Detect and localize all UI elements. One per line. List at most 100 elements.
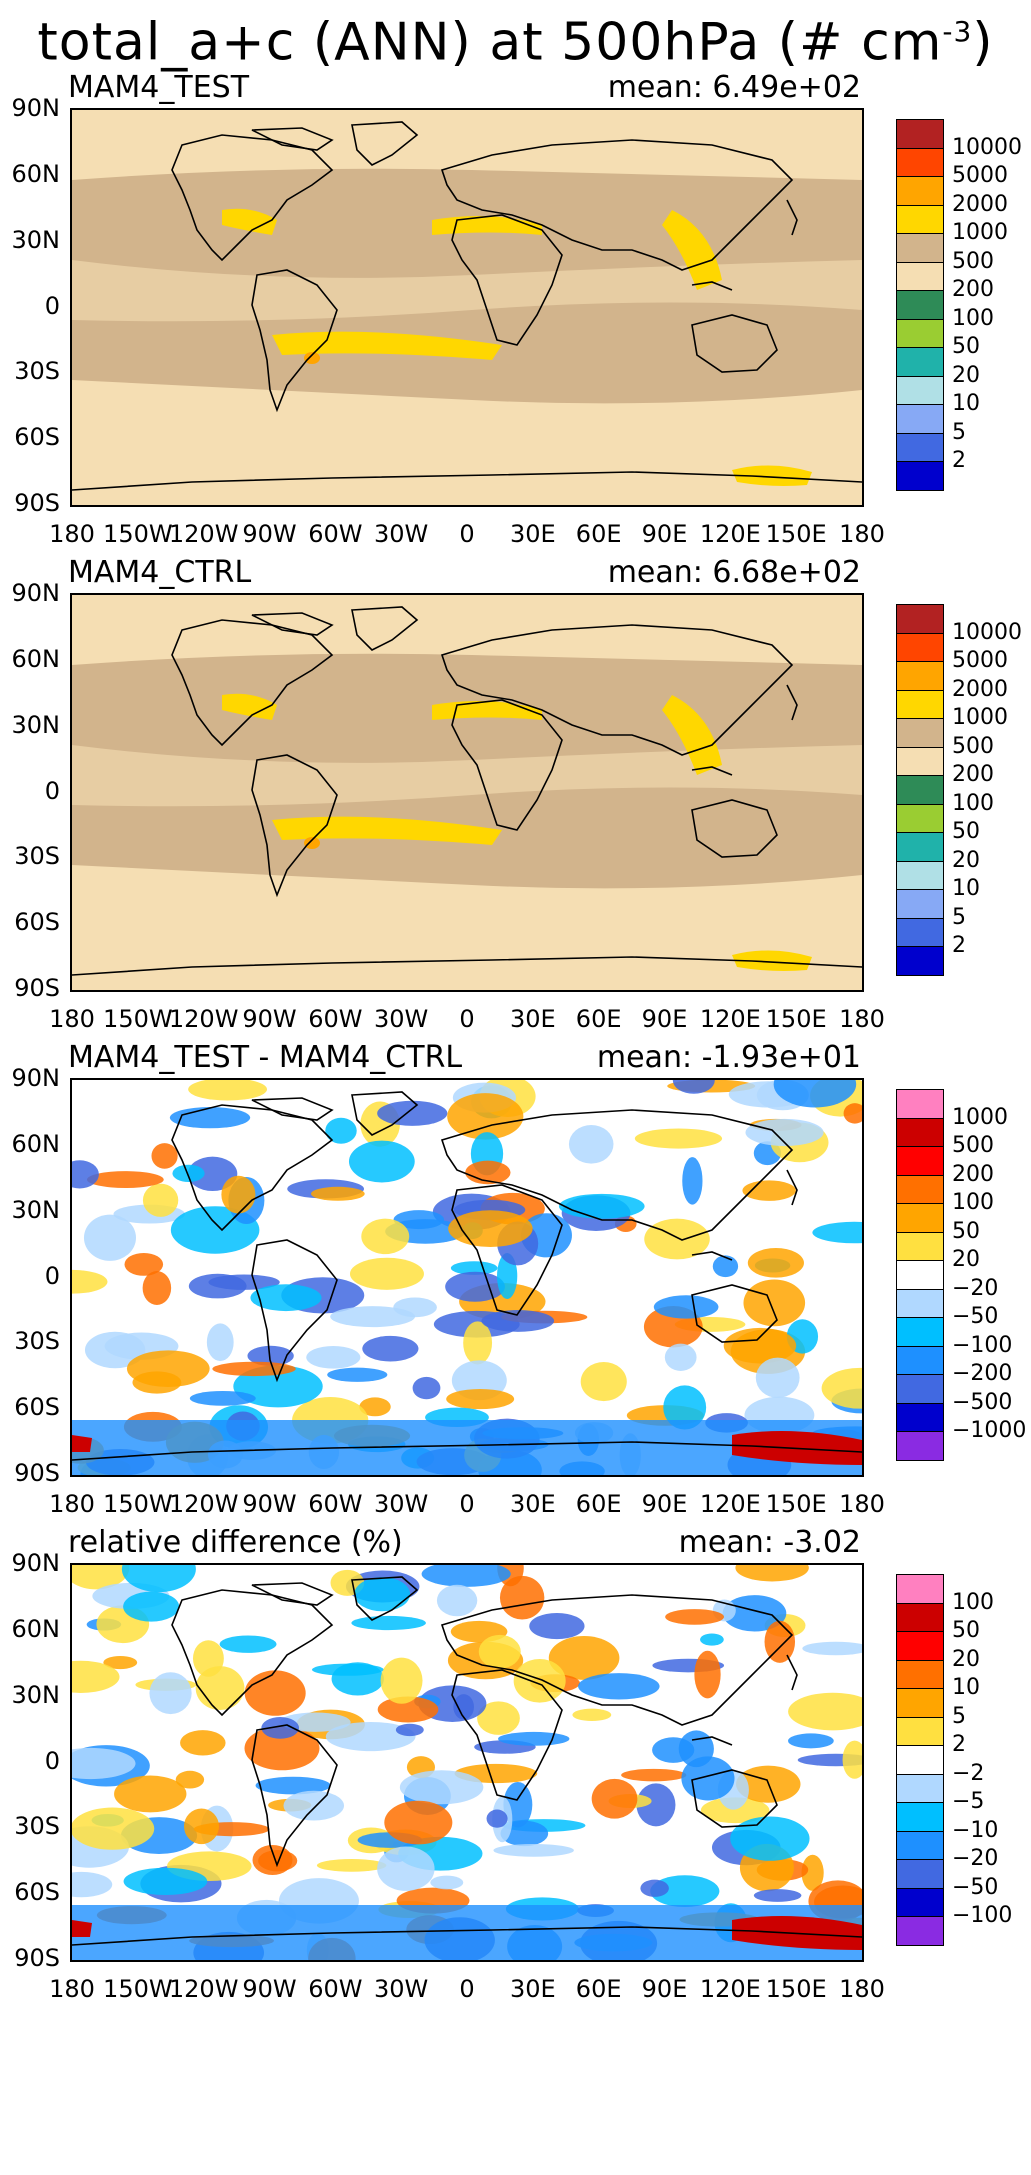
colorbar-swatch [896,404,944,434]
panel-mean: mean: -1.93e+01 [596,1040,861,1075]
colorbar-label: 1000 [952,705,1008,730]
colorbar-swatch [896,832,944,862]
map-field [72,1565,862,1960]
colorbar-label: 10000 [952,134,1022,160]
colorbar-label: 100 [952,1190,994,1215]
lon-tick-label: 60W [308,1490,363,1518]
lon-tick-label: 180 [49,1490,95,1518]
lat-tick-label: 0 [44,1261,60,1290]
colorbar-label: −2 [952,1760,985,1786]
lat-tick-label: 90N [11,94,61,122]
colorbar-swatch [896,1288,944,1318]
map-panel: MAM4_TEST mean: 6.49e+02 90N 60N 30N 0 30S 60S 9… [0,70,1031,600]
colorbar-swatch [896,1745,944,1775]
colorbar-swatch [896,432,944,462]
colorbar-label: 20 [952,362,980,388]
lon-tick-label: 120W [168,1005,239,1033]
colorbar-label: 10 [952,391,980,416]
colorbar-label: 200 [952,762,994,787]
colorbar-swatch [896,917,944,947]
colorbar-swatch [896,261,944,291]
colorbar-label: 2 [952,1732,966,1757]
lon-tick-label: 60E [575,1005,622,1033]
lon-tick-label: 180 [49,520,95,548]
lon-tick-label: 60W [308,1005,363,1033]
colorbar-label: 1000 [952,1104,1008,1130]
colorbar-swatch [896,718,944,748]
map-field [72,110,862,505]
lat-tick-label: 30N [11,1680,61,1709]
lon-tick-label: 30W [374,520,429,548]
lon-tick-label: 180 [839,1005,885,1033]
colorbar-label: 5 [952,1703,966,1729]
colorbar-label: 5000 [952,648,1008,673]
colorbar-swatch [896,1089,944,1119]
lon-tick-label: 150E [765,1490,827,1518]
lon-tick-label: 90W [242,1490,297,1518]
colorbar-label: 500 [952,248,994,274]
colorbar-swatch [896,746,944,776]
lon-tick-label: 30W [374,1975,429,2003]
colorbar-label: −50 [952,1304,999,1329]
lon-tick-label: 120E [699,520,761,548]
colorbar-swatch [896,119,944,149]
colorbar-swatch [896,1631,944,1661]
colorbar-label: −100 [952,1903,1013,1928]
colorbar-label: 100 [952,1589,994,1615]
lon-tick-label: 150E [765,1975,827,2003]
colorbar-swatch [896,1402,944,1432]
colorbar-label: 500 [952,1133,994,1158]
lon-tick-label: 30E [509,520,556,548]
map-panel: relative difference (%) mean: -3.02 90N 60N… [0,1525,1031,2055]
lon-tick-label: 90E [641,520,688,548]
colorbar-label: 200 [952,277,994,302]
colorbar-swatch [896,1203,944,1233]
lat-tick-label: 0 [44,291,60,320]
colorbar-swatch [896,176,944,206]
colorbar-label: 100 [952,790,994,816]
colorbar-swatch [896,946,944,976]
lon-tick-label: 90W [242,1975,297,2003]
lon-tick-label: 120W [168,1490,239,1518]
colorbar-swatch [896,1231,944,1261]
colorbar-label: −20 [952,1275,999,1301]
map-panel: MAM4_CTRL mean: 6.68e+02 90N 60N 30N 0 30S 60S 9… [0,555,1031,1085]
lon-tick-label: 30E [509,1005,556,1033]
colorbar-swatch [896,1830,944,1860]
colorbar-label: 1000 [952,220,1008,245]
map-plot [70,1563,864,1962]
lat-tick-label: 0 [44,1746,60,1775]
lon-tick-label: 0 [459,1490,475,1518]
lat-tick-label: 30N [11,1195,61,1224]
map-plot [70,1078,864,1477]
figure-title: total_a+c (ANN) at 500hPa (# cm-3) [0,0,1031,74]
colorbar-swatch [896,375,944,405]
figure-title-exponent: -3 [942,15,973,48]
lon-tick-label: 120W [168,520,239,548]
colorbar-label: −100 [952,1332,1013,1358]
colorbar-swatch [896,461,944,491]
colorbar-label: −1000 [952,1418,1027,1443]
lat-tick-label: 60N [11,1129,61,1158]
lon-tick-label: 150W [103,1975,173,2003]
colorbar-label: 2000 [952,191,1008,217]
lon-tick-label: 120E [699,1975,761,2003]
lon-tick-label: 90E [641,1490,688,1518]
colorbar-swatch [896,889,944,919]
lon-tick-label: 120W [168,1975,239,2003]
lon-tick-label: 150W [103,520,173,548]
lon-tick-label: 150W [103,1490,173,1518]
map-plot [70,108,864,507]
lon-tick-label: 180 [839,520,885,548]
colorbar-swatch [896,204,944,234]
colorbar-swatch [896,1659,944,1689]
lon-tick-label: 0 [459,1005,475,1033]
panel-title: relative difference (%) [68,1525,403,1560]
colorbar-swatch [896,661,944,691]
lat-tick-label: 90N [11,1549,61,1577]
lon-tick-label: 30E [509,1975,556,2003]
colorbar-swatch [896,1716,944,1746]
colorbar-label: 100 [952,305,994,331]
lat-tick-label: 60S [14,908,60,937]
lon-tick-label: 0 [459,520,475,548]
